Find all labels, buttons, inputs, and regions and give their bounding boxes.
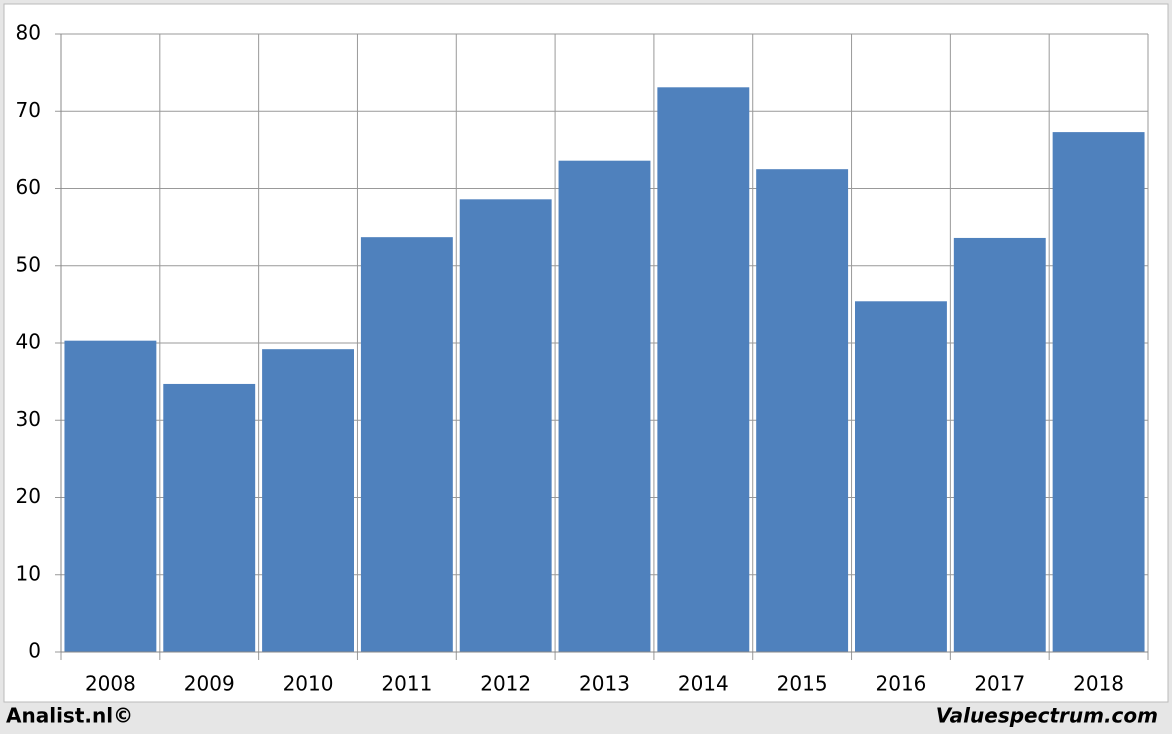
x-tick-label: 2014 [678, 672, 729, 696]
bar [1052, 132, 1145, 653]
bar [64, 340, 157, 652]
y-tick-label: 80 [16, 21, 41, 45]
bar [459, 199, 552, 652]
bar [657, 87, 750, 653]
bar [756, 169, 849, 652]
x-tick-label: 2008 [85, 672, 136, 696]
y-tick-label: 70 [16, 98, 41, 122]
y-tick-label: 30 [16, 407, 41, 431]
y-tick-label: 10 [16, 561, 41, 585]
source-right: Valuespectrum.com [936, 704, 1158, 728]
bar [360, 237, 453, 653]
y-tick-label: 50 [16, 252, 41, 276]
bar [953, 237, 1046, 652]
bar [163, 383, 256, 652]
bar [262, 349, 354, 652]
y-tick-label: 40 [16, 330, 41, 354]
y-tick-label: 20 [16, 484, 41, 508]
y-tick-label: 60 [16, 175, 41, 199]
x-tick-label: 2018 [1073, 672, 1124, 696]
x-tick-label: 2013 [579, 672, 630, 696]
bar [558, 160, 651, 652]
x-tick-label: 2009 [184, 672, 235, 696]
x-tick-label: 2011 [381, 672, 432, 696]
x-tick-label: 2010 [283, 672, 334, 696]
y-tick-label: 0 [28, 639, 41, 663]
x-tick-label: 2012 [480, 672, 531, 696]
x-tick-label: 2017 [974, 672, 1025, 696]
x-tick-label: 2015 [777, 672, 828, 696]
bar [855, 301, 947, 652]
source-left: Analist.nl© [6, 704, 133, 728]
x-tick-label: 2016 [876, 672, 927, 696]
